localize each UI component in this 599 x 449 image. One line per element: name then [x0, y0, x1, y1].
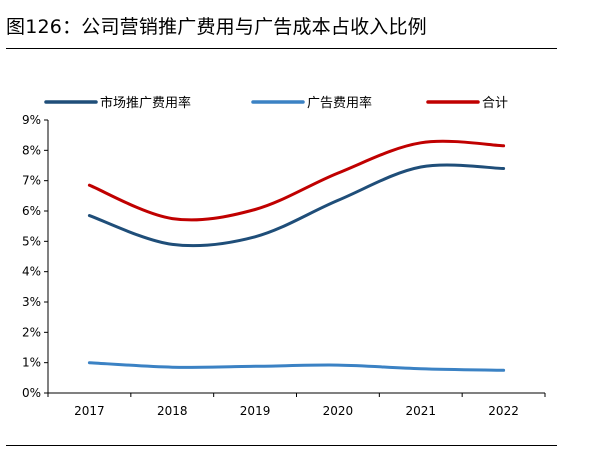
- legend-label-1: 市场推广费用率: [100, 95, 191, 111]
- x-tick-label: 2018: [157, 404, 188, 418]
- y-tick-label: 3%: [22, 295, 41, 309]
- y-tick-label: 5%: [22, 234, 41, 248]
- legend-label-2: 广告费用率: [307, 95, 372, 111]
- footer-rule: [6, 445, 557, 446]
- y-tick-label: 7%: [22, 174, 41, 188]
- x-tick-label: 2017: [74, 404, 105, 418]
- y-tick-label: 6%: [22, 204, 41, 218]
- y-tick-label: 0%: [22, 386, 41, 400]
- y-tick-label: 4%: [22, 265, 41, 279]
- series-line-2: [87, 361, 506, 372]
- x-tick-label: 2021: [405, 404, 436, 418]
- figure-title: 图126：公司营销推广费用与广告成本占收入比例: [6, 16, 427, 38]
- x-tick-label: 2020: [323, 404, 354, 418]
- chart-axes: 0% 1% 2% 3% 4% 5% 6% 7% 8% 9% 2017 2018 2019 2020 2021…: [22, 113, 546, 418]
- chart-legend: 市场推广费用率 广告费用率 合计: [44, 95, 508, 111]
- legend-label-3: 合计: [482, 96, 508, 111]
- y-tick-label: 1%: [22, 356, 41, 370]
- title-rule: [6, 48, 557, 49]
- series-line-1: [87, 163, 506, 248]
- y-tick-label: 8%: [22, 143, 41, 157]
- y-tick-label: 2%: [22, 325, 41, 339]
- series-line-3: [87, 139, 506, 222]
- y-tick-label: 9%: [22, 113, 41, 127]
- chart-series: [87, 139, 506, 372]
- x-tick-label: 2022: [488, 404, 519, 418]
- x-tick-label: 2019: [240, 404, 271, 418]
